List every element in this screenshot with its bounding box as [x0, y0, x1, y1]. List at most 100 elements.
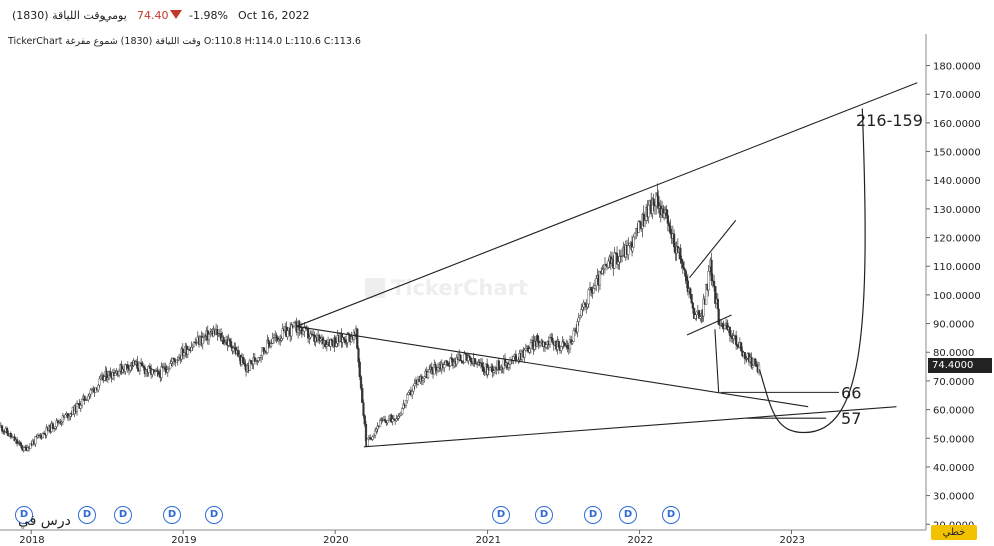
candle-body	[492, 370, 495, 373]
candle-body	[560, 346, 563, 351]
candle-body	[536, 335, 539, 342]
candle-body	[83, 395, 86, 401]
dividend-marker[interactable]: D	[492, 506, 510, 524]
candle-body	[399, 413, 403, 416]
dividend-marker[interactable]: D	[15, 506, 33, 524]
time-tick-label: 2022	[628, 535, 653, 546]
dividend-marker[interactable]: D	[78, 506, 96, 524]
candle-body	[463, 353, 466, 363]
ohlc-readout: TickerChart وقت اللياقة (1830) شموع مفرغ…	[8, 36, 361, 47]
candle-body	[638, 221, 642, 223]
price-tick-label: 40.0000	[933, 463, 974, 474]
candle-body	[754, 358, 757, 365]
candle-body	[249, 360, 253, 364]
trendline-drawings	[296, 82, 918, 448]
candle-body	[721, 323, 724, 327]
candle-body	[663, 213, 666, 218]
candle-body	[730, 335, 733, 338]
price-tick-label: 110.0000	[933, 262, 981, 273]
candle-body	[275, 334, 278, 339]
candle-body	[757, 364, 761, 373]
dividend-marker[interactable]: D	[205, 506, 223, 524]
candle-body	[685, 276, 688, 281]
candle-body	[551, 338, 554, 343]
candle-body	[391, 418, 394, 422]
candle-body	[423, 376, 426, 379]
candle-body	[41, 433, 44, 438]
plot-area-background	[0, 34, 926, 530]
scale-type-button[interactable]: خطي	[931, 525, 977, 540]
candle-body	[578, 315, 582, 319]
candle-body	[375, 428, 378, 432]
candle-body	[702, 298, 705, 317]
candle-body	[469, 357, 473, 363]
dividend-marker[interactable]: D	[163, 506, 181, 524]
price-tick-label: 70.0000	[933, 377, 974, 388]
candle-body	[356, 328, 359, 349]
candle-body	[342, 337, 346, 340]
candle-body	[169, 363, 172, 369]
candle-body	[413, 383, 416, 386]
candle-body	[750, 356, 753, 368]
dividend-marker[interactable]: D	[662, 506, 680, 524]
time-tick-label: 2023	[780, 535, 805, 546]
candle-body	[488, 367, 492, 371]
candle-body	[613, 252, 616, 269]
period-label[interactable]: يومي	[103, 9, 127, 22]
candle-body	[157, 371, 161, 375]
candle-body	[643, 220, 647, 227]
candle-body	[689, 288, 692, 295]
price-tick-label: 50.0000	[933, 434, 974, 445]
candle-body	[164, 366, 167, 371]
candle-body	[450, 357, 453, 360]
price-tick-label: 160.0000	[933, 119, 981, 130]
dividend-marker[interactable]: D	[114, 506, 132, 524]
candle-body	[595, 278, 598, 286]
dividend-marker[interactable]: D	[584, 506, 602, 524]
candle-body	[374, 430, 377, 436]
candle-body	[603, 264, 607, 269]
candle-body	[357, 348, 360, 363]
price-tick-label: 90.0000	[933, 320, 974, 331]
candle-body	[736, 344, 739, 347]
candle-body	[728, 326, 731, 336]
candle-body	[15, 439, 19, 444]
candle-body	[286, 330, 289, 338]
candle-body	[387, 418, 390, 421]
candle-body	[106, 377, 109, 380]
candle-body	[593, 285, 597, 289]
dividend-marker[interactable]: D	[619, 506, 637, 524]
price-tick-label: 60.0000	[933, 406, 974, 417]
candle-body	[695, 311, 698, 315]
candle-body	[88, 393, 91, 397]
chart-header-bar: وقت اللياقة (1830) يومي 74.40 -1.98% Oct…	[0, 0, 994, 34]
down-arrow-icon	[170, 10, 182, 19]
candle-body	[545, 344, 548, 348]
symbol-name[interactable]: وقت اللياقة (1830)	[12, 9, 105, 22]
candle-body	[523, 349, 526, 358]
candle-body	[136, 361, 139, 369]
candle-body	[529, 342, 532, 349]
candle-body	[97, 384, 100, 391]
dividend-marker[interactable]: D	[535, 506, 553, 524]
candle-body	[598, 271, 602, 286]
candle-body	[87, 395, 90, 401]
candle-body	[707, 271, 710, 291]
candle-body	[576, 321, 579, 333]
candle-body	[64, 414, 67, 418]
annotation-label: 66	[841, 383, 861, 402]
candle-body	[103, 376, 106, 381]
candle-body	[647, 205, 650, 218]
candle-body	[735, 335, 738, 345]
candle-body	[482, 366, 485, 372]
candle-body	[114, 372, 117, 376]
candle-body	[267, 339, 270, 344]
candle-body	[364, 424, 368, 442]
price-tick-label: 170.0000	[933, 90, 981, 101]
candle-body	[166, 369, 169, 373]
candle-body	[117, 370, 121, 376]
candle-body	[228, 339, 231, 342]
note-text: درس في	[18, 513, 71, 529]
candle-body	[690, 294, 693, 304]
